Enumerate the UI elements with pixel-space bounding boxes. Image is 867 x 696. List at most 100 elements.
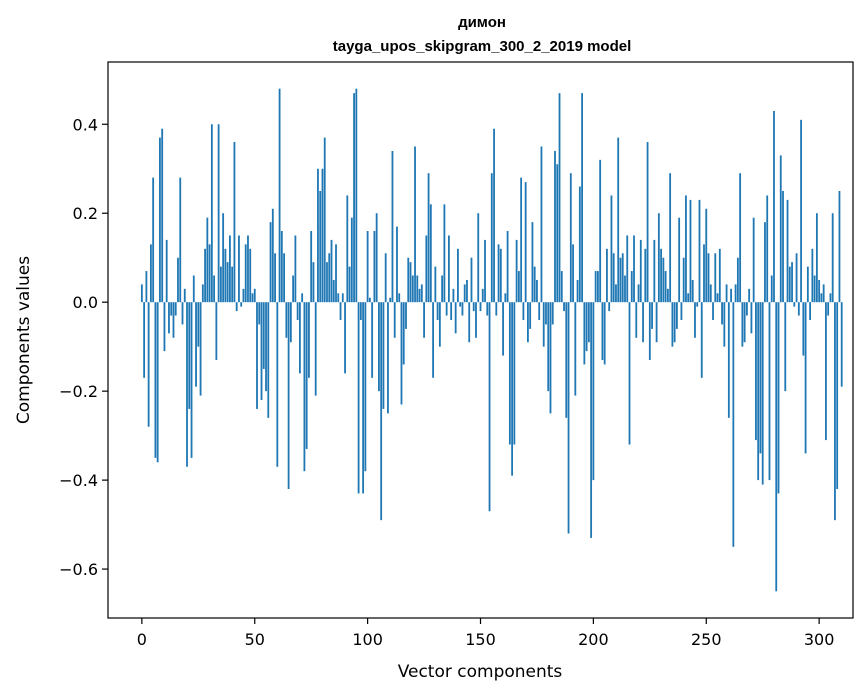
bar: [676, 302, 678, 329]
bar: [689, 199, 692, 303]
y-axis-label: Components values: [14, 256, 34, 424]
bar: [177, 257, 179, 303]
bar: [825, 302, 827, 441]
bar: [831, 213, 834, 303]
bar: [779, 155, 782, 303]
bar: [452, 288, 455, 303]
bar: [773, 110, 775, 303]
bar: [289, 302, 292, 343]
bar: [348, 266, 351, 303]
bar: [213, 275, 216, 303]
bar: [217, 124, 220, 303]
bar: [296, 302, 299, 320]
bar: [565, 302, 568, 418]
bar: [696, 302, 699, 307]
bar: [238, 235, 240, 303]
bar: [741, 302, 744, 347]
bar: [375, 213, 378, 303]
bar: [373, 231, 376, 303]
bar: [569, 173, 572, 303]
bar: [163, 302, 166, 352]
bar: [560, 271, 563, 303]
bar: [457, 248, 459, 303]
bar: [764, 222, 766, 303]
bar: [258, 302, 261, 325]
bar: [736, 257, 739, 303]
bar: [777, 302, 780, 494]
bar: [190, 302, 193, 458]
bar: [705, 208, 708, 303]
bar: [545, 302, 547, 325]
bar: [782, 190, 784, 303]
bar: [197, 302, 200, 347]
bar: [443, 204, 446, 303]
bar: [165, 239, 168, 303]
bar: [459, 302, 462, 307]
bar: [574, 302, 577, 396]
bar: [784, 302, 787, 392]
bar: [308, 302, 310, 378]
bar: [791, 262, 793, 303]
y-tick-label: −0.6: [59, 560, 98, 579]
bar: [332, 279, 335, 303]
bar: [355, 88, 358, 303]
bar: [346, 195, 349, 303]
bar: [718, 248, 721, 303]
bar: [615, 284, 617, 303]
bar: [475, 302, 477, 338]
bar: [590, 302, 593, 538]
bar: [646, 142, 649, 303]
bar: [732, 302, 735, 547]
bar: [497, 244, 500, 303]
bar: [292, 275, 295, 303]
bar: [592, 302, 595, 481]
bar: [743, 302, 746, 343]
bar: [247, 235, 249, 303]
bar: [429, 204, 432, 303]
bar: [813, 275, 816, 303]
x-tick-label: 0: [137, 630, 147, 649]
bar: [820, 293, 823, 303]
bar: [727, 302, 730, 418]
bar: [601, 302, 604, 361]
bar: [445, 302, 448, 316]
bar: [495, 302, 498, 316]
bar: [558, 93, 561, 303]
bar: [664, 271, 667, 303]
bar: [795, 253, 798, 303]
bar: [800, 119, 802, 303]
bar: [542, 302, 545, 347]
bar: [183, 288, 186, 303]
bar: [407, 257, 410, 303]
bar: [362, 302, 365, 494]
bar: [788, 266, 791, 303]
bar: [174, 302, 177, 316]
bar: [761, 302, 764, 485]
bar: [339, 302, 342, 320]
bar: [673, 302, 676, 343]
bar: [624, 275, 626, 303]
bar: [827, 302, 830, 316]
bar: [405, 302, 407, 329]
bar: [660, 248, 663, 303]
bar: [179, 177, 182, 303]
bar: [567, 302, 570, 534]
bar: [477, 213, 480, 303]
bar: [531, 222, 534, 303]
bar: [515, 239, 518, 303]
bar: [145, 271, 148, 303]
bar: [229, 235, 231, 303]
bar: [409, 262, 412, 303]
bar: [249, 248, 252, 303]
bar: [513, 302, 516, 445]
bar: [287, 302, 290, 490]
bar: [414, 146, 416, 303]
bar: [389, 297, 392, 303]
bar: [682, 257, 685, 303]
bar: [210, 124, 213, 303]
bar: [294, 235, 297, 303]
bar: [251, 293, 254, 303]
y-tick-label: 0.0: [73, 293, 98, 312]
bar: [806, 266, 809, 303]
bar: [192, 275, 195, 303]
